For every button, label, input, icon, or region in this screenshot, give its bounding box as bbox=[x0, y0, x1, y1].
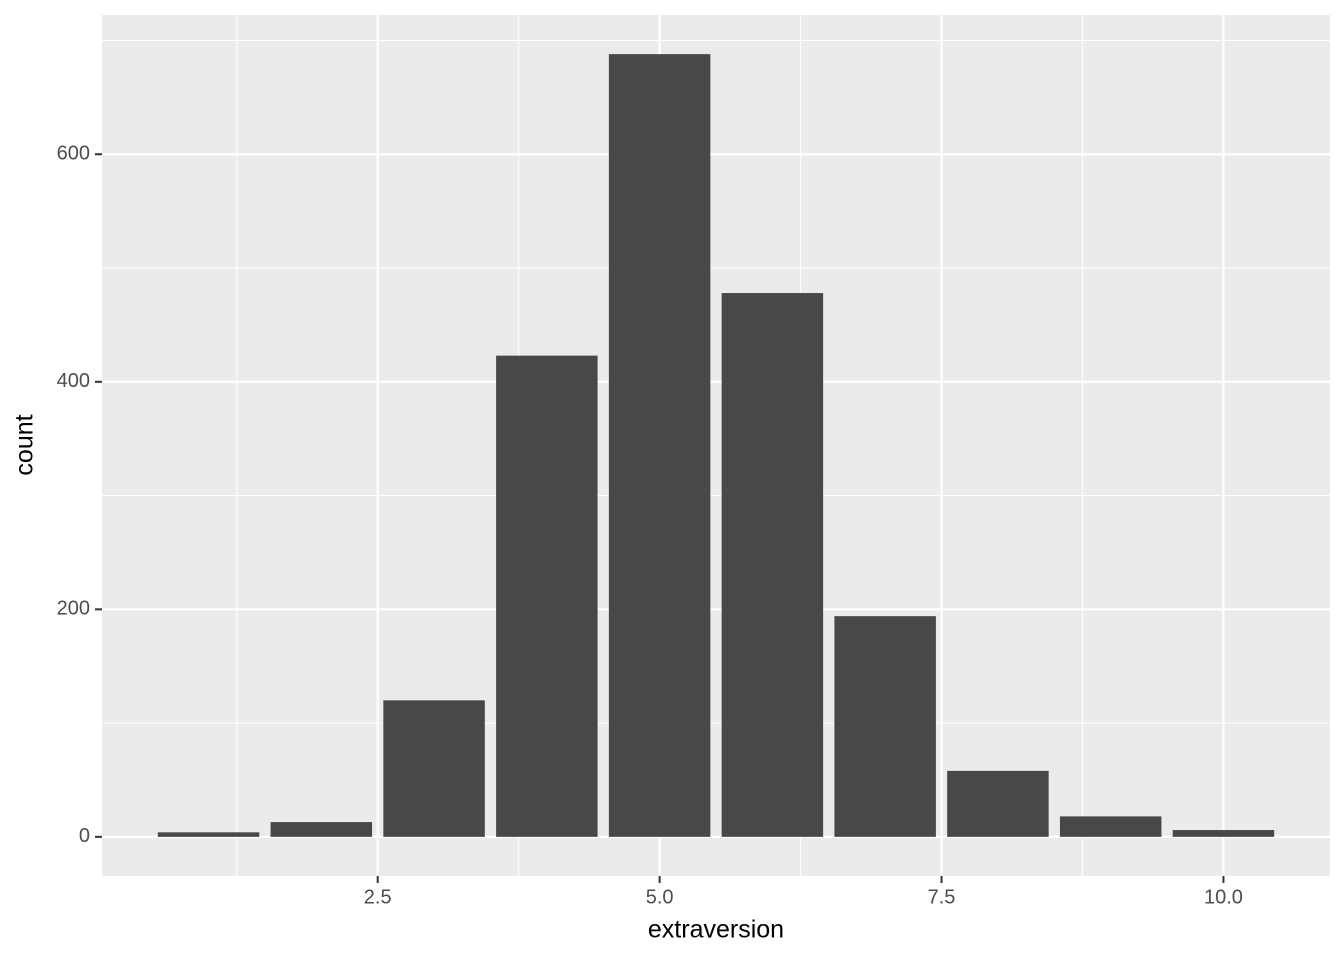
bar bbox=[721, 293, 824, 837]
x-axis-title: extraversion bbox=[648, 916, 784, 944]
x-tick-label: 2.5 bbox=[364, 886, 392, 908]
y-tick-label: 400 bbox=[57, 370, 90, 392]
bar bbox=[947, 770, 1049, 837]
bar bbox=[270, 822, 373, 837]
x-tick-label: 5.0 bbox=[646, 886, 674, 908]
bar bbox=[608, 54, 711, 837]
bar bbox=[1059, 816, 1162, 837]
y-tick-label: 0 bbox=[79, 825, 90, 847]
bar bbox=[383, 700, 485, 837]
bar bbox=[1172, 830, 1275, 837]
panel bbox=[102, 15, 1330, 876]
bar bbox=[157, 832, 260, 837]
x-tick-label: 7.5 bbox=[928, 886, 956, 908]
x-tick-label: 10.0 bbox=[1204, 886, 1243, 908]
y-tick-label: 200 bbox=[57, 598, 90, 620]
bar bbox=[496, 355, 598, 837]
y-axis-title: count bbox=[11, 414, 39, 475]
y-tick-label: 600 bbox=[57, 143, 90, 165]
bar bbox=[834, 616, 936, 837]
